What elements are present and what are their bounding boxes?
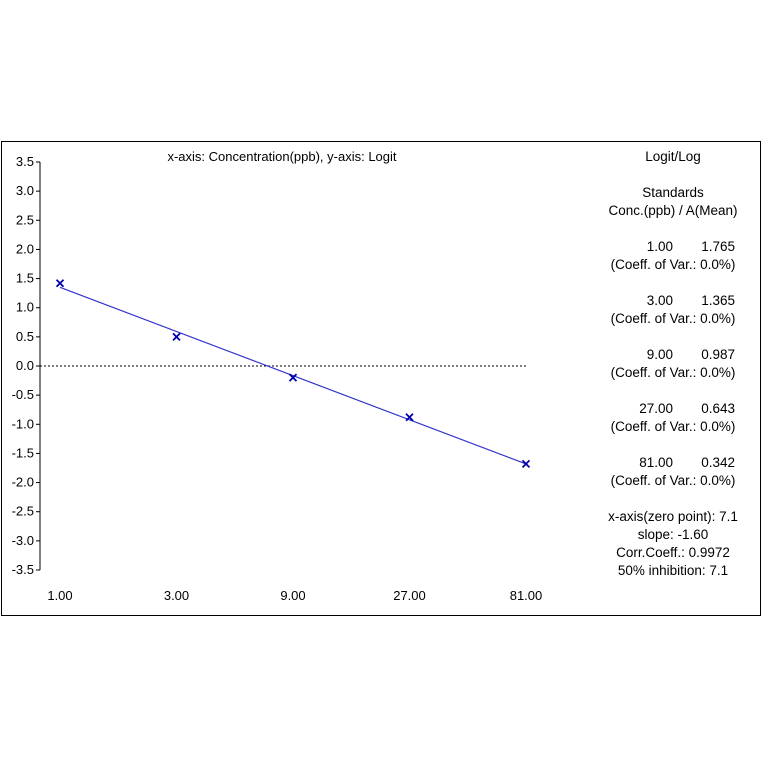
y-axis-ticks: 3.5 3.0 2.5 2.0 1.5 1.0 0.5 0.0 -0.5 -1.0 -1.5 -2.0… bbox=[12, 154, 40, 577]
data-series bbox=[55, 279, 531, 469]
method-label: Logit/Log bbox=[645, 149, 701, 164]
standard-row: 9.00 0.987 bbox=[580, 346, 764, 364]
fit-line bbox=[59, 286, 527, 465]
standard-mean: 0.643 bbox=[701, 401, 735, 416]
stat-slope: slope: -1.60 bbox=[637, 527, 709, 542]
data-point bbox=[172, 332, 181, 341]
stat-corr-coeff: Corr.Coeff.: 0.9972 bbox=[616, 545, 730, 560]
y-tick-label: -3.5 bbox=[12, 562, 34, 577]
y-tick-label: -0.5 bbox=[12, 387, 34, 402]
y-tick-label: -2.0 bbox=[12, 475, 34, 490]
data-point bbox=[288, 373, 298, 382]
y-tick-label: -1.5 bbox=[12, 445, 34, 460]
standards-header: Conc.(ppb) / A(Mean) bbox=[608, 203, 738, 218]
y-tick-label: -1.0 bbox=[12, 416, 34, 431]
stat-zero-point: x-axis(zero point): 7.1 bbox=[608, 509, 738, 524]
x-tick-label: 3.00 bbox=[164, 588, 189, 603]
y-tick-label: 0.5 bbox=[16, 329, 34, 344]
x-tick-label: 81.00 bbox=[510, 588, 543, 603]
standard-conc: 81.00 bbox=[639, 455, 673, 470]
data-point bbox=[405, 413, 414, 422]
standard-cv: (Coeff. of Var.: 0.0%) bbox=[610, 365, 736, 380]
y-tick-label: 3.5 bbox=[16, 154, 34, 169]
standard-conc: 3.00 bbox=[646, 293, 673, 308]
standard-conc: 27.00 bbox=[639, 401, 673, 416]
standard-row: 3.00 1.365 bbox=[580, 292, 764, 310]
x-tick-label: 1.00 bbox=[47, 588, 72, 603]
data-point bbox=[55, 279, 65, 288]
y-tick-label: 2.5 bbox=[16, 212, 34, 227]
plot-area: x-axis: Concentration(ppb), y-axis: Logi… bbox=[12, 149, 543, 603]
chart-title: x-axis: Concentration(ppb), y-axis: Logi… bbox=[167, 149, 396, 164]
standard-row: 1.00 1.765 bbox=[580, 238, 764, 256]
x-axis-ticks: 1.00 3.00 9.00 27.00 81.00 bbox=[47, 588, 542, 603]
standard-cv: (Coeff. of Var.: 0.0%) bbox=[610, 419, 736, 434]
data-point bbox=[521, 459, 531, 469]
standard-cv: (Coeff. of Var.: 0.0%) bbox=[610, 473, 736, 488]
standard-mean: 0.342 bbox=[701, 455, 735, 470]
side-panel: Logit/Log Standards Conc.(ppb) / A(Mean)… bbox=[580, 148, 764, 580]
standard-row: 81.00 0.342 bbox=[580, 454, 764, 472]
y-tick-label: 1.0 bbox=[16, 300, 34, 315]
x-tick-label: 27.00 bbox=[393, 588, 426, 603]
chart-frame: x-axis: Concentration(ppb), y-axis: Logi… bbox=[1, 141, 761, 616]
standard-mean: 1.765 bbox=[701, 239, 735, 254]
y-tick-label: -3.0 bbox=[12, 533, 34, 548]
standard-row: 27.00 0.643 bbox=[580, 400, 764, 418]
standard-conc: 1.00 bbox=[646, 239, 673, 254]
stat-inhibition: 50% inhibition: 7.1 bbox=[617, 563, 729, 578]
y-tick-label: 2.0 bbox=[16, 241, 34, 256]
standard-cv: (Coeff. of Var.: 0.0%) bbox=[610, 311, 736, 326]
standard-cv: (Coeff. of Var.: 0.0%) bbox=[610, 257, 736, 272]
y-tick-label: -2.5 bbox=[12, 504, 34, 519]
y-tick-label: 0.0 bbox=[16, 358, 34, 373]
y-tick-label: 1.5 bbox=[16, 271, 34, 286]
standards-title: Standards bbox=[642, 185, 704, 200]
x-tick-label: 9.00 bbox=[280, 588, 305, 603]
standard-conc: 9.00 bbox=[646, 347, 673, 362]
y-tick-label: 3.0 bbox=[16, 183, 34, 198]
standard-mean: 0.987 bbox=[701, 347, 735, 362]
standard-mean: 1.365 bbox=[701, 293, 735, 308]
